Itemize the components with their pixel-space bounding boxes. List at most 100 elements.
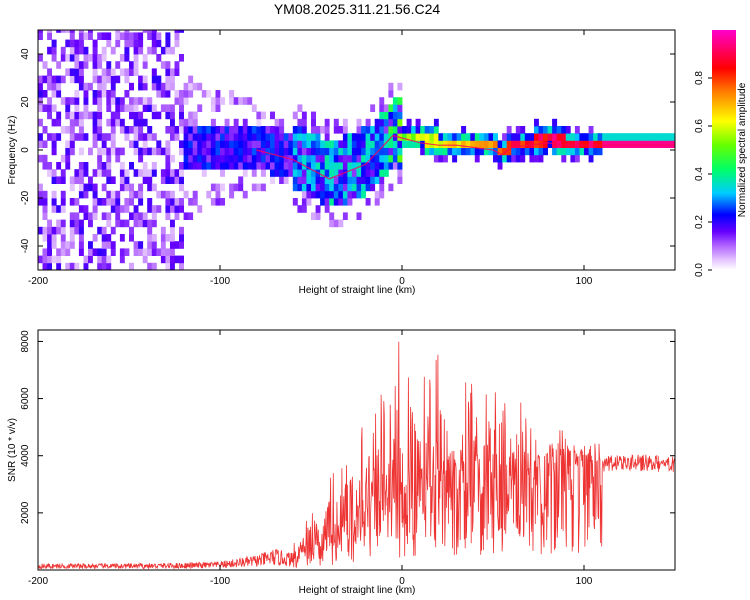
spectrogram-cell-1107 xyxy=(420,147,426,156)
spectrogram-cell-364 xyxy=(124,126,130,134)
spectrogram-cell-631 xyxy=(192,140,198,148)
spectrogram-cell-1230 xyxy=(556,126,562,134)
spectrogram-cell-1186 xyxy=(511,133,517,141)
spectrogram-cell-920 xyxy=(329,169,335,177)
spectrogram-cell-777 xyxy=(265,140,271,148)
spectrogram-cell-1080 xyxy=(397,176,403,184)
spectrogram-cell-233 xyxy=(92,75,98,84)
spectrogram-cell-94 xyxy=(60,205,66,213)
spectrogram-cell-224 xyxy=(92,183,98,192)
spectrogram-cell-453 xyxy=(147,241,153,249)
spectrogram-cell-494 xyxy=(156,147,162,156)
spectrogram-cell-205 xyxy=(88,255,93,264)
spectrogram-cell-495 xyxy=(156,140,162,148)
spectrogram-cell-357 xyxy=(124,219,130,228)
spectrogram-cell-1241 xyxy=(570,147,576,156)
spectrogram-cell-630 xyxy=(192,147,198,156)
spectrogram-cell-25 xyxy=(42,190,48,199)
spectrogram-cell-265 xyxy=(101,226,107,235)
spectrogram-cell-762 xyxy=(256,126,262,134)
spectrogram-cell-257 xyxy=(97,61,103,69)
spectrogram-cell-319 xyxy=(110,82,116,91)
spectrogram-cell-274 xyxy=(101,90,107,98)
spectrogram-cell-340 xyxy=(119,248,125,256)
spectrogram-cell-1185 xyxy=(511,140,517,148)
spectrogram-cell-1058 xyxy=(388,183,394,192)
spectrogram-cell-889 xyxy=(315,133,321,141)
spectrogram-cell-1251 xyxy=(579,133,585,141)
spectrogram-cell-825 xyxy=(292,147,298,156)
spectrogram-cell-652 xyxy=(201,126,207,134)
spectrogram-cell-539 xyxy=(165,46,171,55)
spectrogram-cell-871 xyxy=(311,162,316,170)
spectrogram-cell-691 xyxy=(220,140,225,148)
spectrogram-cell-606 xyxy=(183,140,189,148)
spectrogram-cell-843 xyxy=(301,198,307,206)
spectrogram-cell-329 xyxy=(115,147,121,156)
spectrogram-cell-983 xyxy=(356,176,362,184)
spectrogram-cell-1102 xyxy=(411,126,416,134)
spectrogram-cell-225 xyxy=(92,169,98,177)
spectrogram-cell-611 xyxy=(183,90,189,98)
spectrogram-cell-229 xyxy=(92,118,98,127)
spectrogram-cell-1210 xyxy=(538,154,544,163)
spectrogram-cell-623 xyxy=(188,90,194,98)
spectrogram-cell-1284 xyxy=(643,140,649,148)
spectrogram-cell-458 xyxy=(147,198,153,206)
spectrogram-cell-646 xyxy=(201,169,207,177)
spectrogram-cell-134 xyxy=(69,118,75,127)
spectrogram-cell-269 xyxy=(101,169,107,177)
spectrogram-cell-1037 xyxy=(379,169,385,177)
spectrogram-cell-998 xyxy=(361,147,366,156)
spectrogram-cell-632 xyxy=(192,133,198,141)
spectrogram-cell-1154 xyxy=(474,147,480,156)
spectrogram-x-label: Height of straight line (km) xyxy=(299,285,416,296)
spectrogram-cell-1272 xyxy=(615,140,621,148)
spectrogram-cell-1061 xyxy=(388,147,394,156)
spectrogram-cell-383 xyxy=(129,126,134,134)
spectrogram-cell-7 xyxy=(38,133,43,141)
spectrogram-cell-288 xyxy=(106,190,112,199)
spectrogram-cell-816 xyxy=(288,147,294,156)
spectrogram-cell-341 xyxy=(119,234,125,242)
spectrogram-cell-673 xyxy=(215,198,221,206)
spectrogram-cell-256 xyxy=(97,75,103,84)
spectrogram-cell-1062 xyxy=(388,140,394,148)
spectrogram-cell-714 xyxy=(233,154,239,163)
spectrogram-cell-711 xyxy=(229,90,235,98)
spectrogram-cell-1079 xyxy=(392,97,398,105)
spectrogram-cell-415 xyxy=(138,219,144,228)
spectrogram-cell-592 xyxy=(179,140,184,148)
spectrogram-cell-270 xyxy=(101,162,107,170)
spectrogram-cell-990 xyxy=(356,126,362,134)
spectrogram-cell-125 xyxy=(69,219,75,228)
spectrogram-cell-132 xyxy=(69,133,75,141)
spectrogram-cell-828 xyxy=(292,126,298,134)
spectrogram-cell-439 xyxy=(142,162,148,170)
spectrogram-cell-137 xyxy=(69,75,75,84)
spectrogram-cell-465 xyxy=(147,104,153,112)
spectrogram-cell-584 xyxy=(179,226,184,235)
spectrogram-cell-915 xyxy=(329,212,335,220)
spectrogram-cell-627 xyxy=(192,190,198,199)
spectrogram-cell-717 xyxy=(233,133,239,141)
spectrogram-cell-1246 xyxy=(574,140,580,148)
spectrogram-cell-530 xyxy=(165,140,171,148)
spectrogram-x-tick-label-3: 100 xyxy=(576,276,593,287)
spectrogram-cell-1030 xyxy=(374,140,380,148)
spectrogram-y-tick-label-2: 0 xyxy=(20,147,31,153)
spectrogram-cell-320 xyxy=(110,75,116,84)
spectrogram-cell-76 xyxy=(56,226,62,235)
spectrogram-cell-573 xyxy=(174,97,180,105)
spectrogram-cell-509 xyxy=(160,176,166,184)
spectrogram-cell-973 xyxy=(351,176,357,184)
spectrogram-cell-634 xyxy=(192,118,198,127)
spectrogram-cell-955 xyxy=(342,154,348,163)
colorbar-tick-label-3: 0.6 xyxy=(694,119,705,133)
snr-y-tick-label-3: 8000 xyxy=(20,330,31,353)
spectrogram-cell-15 xyxy=(38,32,43,40)
spectrogram-cell-923 xyxy=(329,147,335,156)
spectrogram-cell-103 xyxy=(60,54,66,62)
spectrogram-cell-426 xyxy=(138,111,144,120)
spectrogram-cell-87 xyxy=(56,61,62,69)
